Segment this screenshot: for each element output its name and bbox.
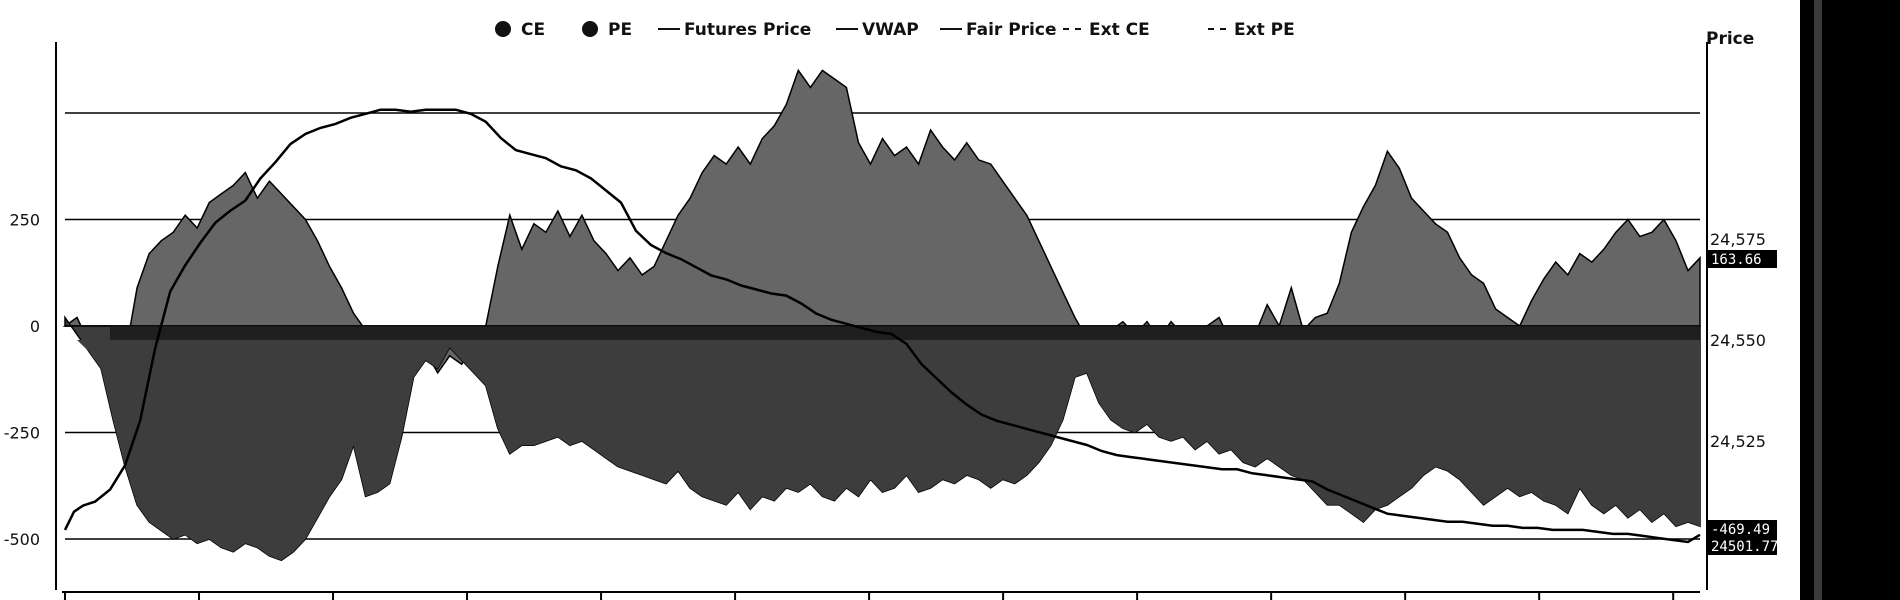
value-badge-label-ce: 163.66 <box>1711 252 1762 268</box>
legend-label-fair-price[interactable]: Fair Price <box>966 20 1057 40</box>
left-tick-label: 0 <box>30 317 40 336</box>
x-axis-ticks <box>64 592 1675 600</box>
right-axis-ticks: 24,575 24,550 24,525 <box>1710 230 1766 451</box>
legend-marker-ce <box>495 21 511 37</box>
area-pe-body <box>65 340 1700 561</box>
value-badge-pe <box>1707 520 1777 538</box>
legend-label-ce[interactable]: CE <box>521 20 545 40</box>
left-tick-label: 250 <box>9 211 40 230</box>
legend: CE PE Futures Price VWAP Fair Price Ext CE Ext… <box>495 20 1295 40</box>
value-badge-price <box>1707 537 1777 555</box>
line-series <box>63 108 1701 544</box>
value-badge-label-pe: -469.49 <box>1711 522 1770 538</box>
scrollbar-track[interactable] <box>1814 0 1822 600</box>
right-tick-label: 24,525 <box>1710 432 1766 451</box>
legend-label-futures-price[interactable]: Futures Price <box>684 20 811 40</box>
value-badge-label-price: 24501.77 <box>1711 539 1778 555</box>
right-tick-label: 24,575 <box>1710 230 1766 249</box>
right-tick-label: 24,550 <box>1710 331 1766 350</box>
right-scrollbar-panel <box>1800 0 1900 600</box>
left-axis-ticks: 250 0 -250 -500 <box>4 211 40 550</box>
left-tick-label: -250 <box>4 424 40 443</box>
legend-label-ext-ce[interactable]: Ext CE <box>1089 20 1150 40</box>
axes: Price <box>55 29 1754 593</box>
left-tick-label: -500 <box>4 530 40 549</box>
value-badge-ce <box>1707 250 1777 268</box>
area-ce <box>62 68 1701 375</box>
zero-band <box>110 326 1700 340</box>
legend-label-ext-pe[interactable]: Ext PE <box>1234 20 1295 40</box>
right-axis-title: Price <box>1706 29 1754 49</box>
legend-label-pe[interactable]: PE <box>608 20 632 40</box>
legend-marker-pe <box>582 21 598 37</box>
oi-chart: CE PE Futures Price VWAP Fair Price Ext CE Ext… <box>4 20 1778 600</box>
area-series <box>62 68 1701 562</box>
line-futures-price <box>63 108 1701 544</box>
legend-label-vwap[interactable]: VWAP <box>862 20 919 40</box>
